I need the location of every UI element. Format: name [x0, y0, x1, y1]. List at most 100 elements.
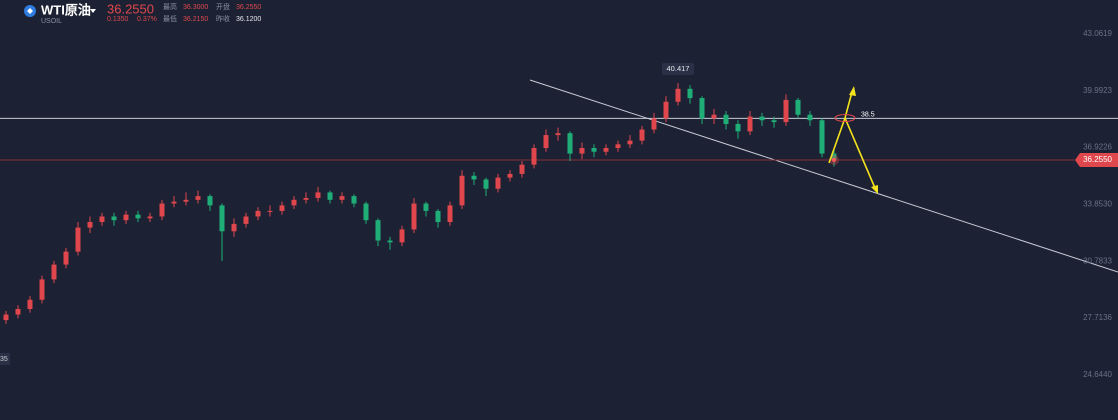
price-change: 0.1350	[107, 16, 129, 23]
candle-body	[507, 173, 513, 178]
candle-body	[795, 99, 801, 115]
candle-body	[603, 148, 609, 152]
candle-body	[651, 118, 657, 130]
y-tick-label: 27.7136	[1083, 313, 1112, 322]
price-dot	[832, 157, 836, 162]
trend-line[interactable]	[529, 79, 1118, 273]
candle-body	[771, 120, 777, 123]
candle-body	[411, 203, 417, 230]
price-change-pct: 0.37%	[137, 16, 157, 23]
candle-body	[435, 210, 441, 223]
candle-body	[399, 229, 405, 243]
arrow-line	[828, 117, 846, 164]
target-ellipse	[834, 114, 856, 122]
candle-body	[3, 314, 9, 321]
candle-body	[207, 196, 213, 206]
candle-body	[183, 199, 189, 202]
candle-body	[51, 264, 57, 280]
candle-body	[471, 175, 477, 180]
candle-body	[279, 205, 285, 211]
candle-body	[303, 197, 309, 200]
candle-body	[15, 308, 21, 315]
candle-body	[363, 203, 369, 221]
candle-body	[663, 101, 669, 119]
candle-body	[615, 144, 621, 149]
candle-body	[819, 120, 825, 154]
candle-body	[327, 192, 333, 200]
candle-body	[135, 214, 141, 219]
price-tag: 36.2550	[1083, 155, 1112, 164]
y-tick-label: 43.0619	[1083, 29, 1112, 38]
candle-body	[267, 210, 273, 212]
candle-body	[111, 216, 117, 221]
prev-close-value: 36.1200	[236, 16, 261, 23]
candle-body	[195, 196, 201, 200]
candle-body	[351, 196, 357, 204]
arrow-head	[871, 185, 878, 194]
candle-body	[75, 227, 81, 252]
candle-body	[219, 205, 225, 232]
candle-body	[27, 299, 33, 309]
y-tick-label: 33.8530	[1083, 200, 1112, 209]
candle-body	[699, 98, 705, 119]
candle-body	[687, 88, 693, 99]
candle-body	[255, 210, 261, 217]
candle-body	[495, 177, 501, 189]
candle-body	[447, 205, 453, 223]
max-label: 40.417	[667, 64, 690, 73]
symbol-name[interactable]: WTI原油	[41, 2, 91, 17]
candle-body	[315, 192, 321, 198]
prev-close-label: 昨收	[216, 14, 230, 23]
candle-body	[483, 179, 489, 189]
annotation-arrows[interactable]	[828, 86, 878, 194]
symbol-code: USOIL	[41, 18, 62, 25]
high-value: 36.3000	[183, 4, 208, 11]
level-label: 38.5	[861, 111, 875, 118]
arrow-line	[844, 91, 853, 119]
y-tick-label: 39.9923	[1083, 86, 1112, 95]
candle-body	[759, 116, 765, 121]
left-label: 35	[0, 356, 8, 363]
candle-body	[711, 114, 717, 119]
arrow-line	[844, 117, 876, 189]
candle-body	[87, 222, 93, 228]
candle-body	[99, 216, 105, 223]
candle-body	[567, 133, 573, 154]
candle-body	[543, 135, 549, 149]
candle-body	[531, 148, 537, 165]
low-label: 最低	[163, 14, 177, 23]
candle-body	[519, 164, 525, 174]
open-value: 36.2550	[236, 4, 261, 11]
candle-body	[159, 203, 165, 217]
candle-body	[735, 123, 741, 132]
last-price: 36.2550	[107, 1, 154, 16]
low-value: 36.2150	[183, 16, 208, 23]
candle-body	[387, 240, 393, 243]
candle-body	[423, 203, 429, 211]
candle-body	[39, 279, 45, 300]
candle-body	[783, 99, 789, 123]
candle-body	[579, 148, 585, 154]
candle-body	[639, 129, 645, 141]
y-tick-label: 36.9226	[1083, 143, 1112, 152]
candle-body	[63, 251, 69, 265]
candle-body	[339, 196, 345, 200]
open-label: 开盘	[216, 2, 230, 11]
candle-body	[375, 220, 381, 241]
candle-body	[675, 88, 681, 102]
candle-body	[291, 199, 297, 206]
candle-body	[807, 114, 813, 121]
candle-body	[459, 175, 465, 206]
plot-area: 43.0619 39.9923 36.9226 33.8530 30.7833 27.71…	[0, 29, 1118, 379]
y-tick-label: 24.6440	[1083, 370, 1112, 379]
max-label-box	[662, 62, 694, 75]
candle-body	[831, 153, 837, 160]
arrow-head	[849, 86, 856, 96]
symbol-dropdown[interactable]	[90, 9, 96, 13]
candle-body	[591, 148, 597, 152]
candle-body	[231, 223, 237, 232]
high-label: 最高	[163, 2, 177, 11]
candle-body	[723, 114, 729, 124]
